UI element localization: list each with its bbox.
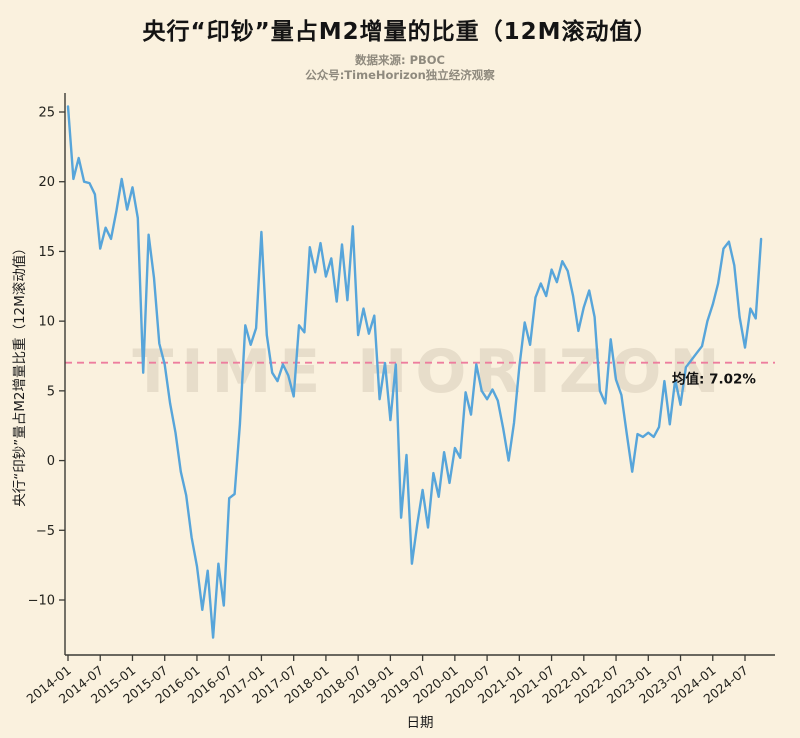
x-axis-label: 日期: [406, 715, 434, 731]
y-tick-label: 20: [38, 175, 55, 190]
y-tick-label: 5: [47, 384, 55, 399]
y-tick-label: 15: [38, 245, 55, 260]
watermark-text: TIME HORIZON: [132, 337, 727, 407]
data-source-subtitle: 数据来源: PBOC: [354, 53, 445, 67]
y-tick-label: 0: [47, 454, 55, 469]
y-tick-label: 10: [38, 315, 55, 330]
chart-title: 央行“印钞”量占M2增量的比重（12M滚动值）: [142, 19, 658, 45]
y-tick-label: 25: [38, 106, 55, 121]
y-tick-label: −5: [36, 524, 55, 539]
mean-annotation: 均值: 7.02%: [672, 371, 756, 388]
y-tick-label: −10: [28, 594, 55, 609]
data-line: [66, 105, 763, 639]
y-axis-label: 央行“印钞”量占M2增量比重（12M滚动值）: [12, 241, 28, 507]
channel-subtitle: 公众号:TimeHorizon独立经济观察: [305, 68, 495, 82]
